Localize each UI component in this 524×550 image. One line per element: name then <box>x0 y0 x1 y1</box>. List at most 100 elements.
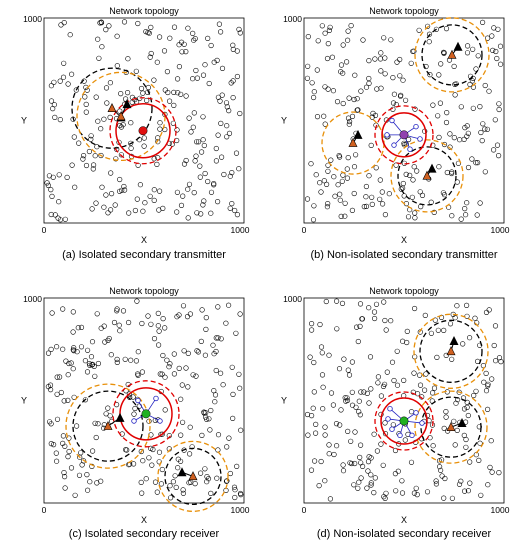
node-marker <box>84 487 91 493</box>
node-marker <box>47 382 54 388</box>
primary-receiver-marker <box>103 420 113 430</box>
node-marker <box>194 348 200 354</box>
plot-frame <box>43 297 245 504</box>
node-marker <box>205 35 211 42</box>
node-marker <box>349 207 356 213</box>
node-marker <box>211 388 217 394</box>
node-marker <box>467 459 473 465</box>
node-marker <box>363 203 370 209</box>
node-marker <box>208 407 214 414</box>
node-marker <box>72 184 78 190</box>
node-marker <box>319 350 325 356</box>
node-marker <box>58 22 64 28</box>
node-marker <box>236 166 242 172</box>
node-marker <box>60 306 66 312</box>
node-marker <box>208 42 214 49</box>
node-marker <box>178 432 184 438</box>
x-tick-label: 0 <box>42 505 47 515</box>
node-marker <box>193 373 199 379</box>
node-marker <box>135 371 141 377</box>
primary-range-circle <box>76 71 166 162</box>
node-marker <box>208 189 215 195</box>
primary-range-circle <box>413 313 489 389</box>
node-marker <box>48 421 54 427</box>
node-marker <box>309 80 315 86</box>
node-marker <box>202 170 208 177</box>
node-marker <box>68 71 75 77</box>
node-marker <box>404 339 410 346</box>
node-marker <box>101 116 107 122</box>
neighbor-node <box>153 395 159 402</box>
y-axis-label: Y <box>21 396 27 406</box>
plot-frame <box>303 297 505 504</box>
neighbor-node <box>384 132 390 138</box>
node-marker <box>480 121 486 127</box>
node-marker <box>496 106 502 113</box>
node-marker <box>233 330 239 336</box>
neighbor-node <box>157 418 163 424</box>
node-marker <box>338 69 344 75</box>
node-marker <box>340 468 347 474</box>
node-marker <box>203 326 209 333</box>
node-marker <box>494 142 501 148</box>
node-marker <box>393 162 399 168</box>
node-marker <box>167 361 173 367</box>
node-marker <box>126 319 132 326</box>
node-marker <box>463 212 469 218</box>
node-marker <box>215 199 221 205</box>
node-marker <box>48 211 54 218</box>
plot-frame <box>43 17 245 224</box>
node-marker <box>108 352 114 358</box>
node-marker <box>181 348 187 354</box>
node-marker <box>464 399 470 406</box>
node-marker <box>345 428 351 435</box>
node-marker <box>176 63 182 70</box>
node-marker <box>128 120 134 126</box>
node-marker <box>341 356 347 362</box>
node-marker <box>346 121 352 127</box>
node-marker <box>464 200 470 206</box>
node-marker <box>313 172 319 178</box>
node-marker <box>51 102 58 108</box>
neighbor-node <box>135 397 141 404</box>
node-marker <box>72 492 78 498</box>
node-marker <box>219 92 225 98</box>
node-marker <box>89 206 95 212</box>
node-marker <box>388 37 394 43</box>
node-marker <box>196 139 202 145</box>
node-marker <box>381 35 387 41</box>
node-marker <box>325 168 331 174</box>
node-marker <box>219 65 226 71</box>
node-marker <box>460 341 466 347</box>
node-marker <box>382 71 388 77</box>
node-marker <box>467 335 473 341</box>
node-marker <box>493 48 499 55</box>
node-marker <box>95 36 101 42</box>
node-marker <box>65 397 71 404</box>
node-marker <box>322 84 328 90</box>
node-marker <box>74 349 80 355</box>
x-axis-label: X <box>141 235 147 245</box>
node-marker <box>412 106 418 112</box>
node-marker <box>464 123 470 129</box>
node-marker <box>467 480 473 486</box>
secondary-user-marker <box>399 416 409 426</box>
node-marker <box>435 327 441 333</box>
node-marker <box>352 72 358 78</box>
node-marker <box>168 495 174 501</box>
node-marker <box>470 46 476 52</box>
node-marker <box>327 496 334 502</box>
node-marker <box>310 217 317 223</box>
node-marker <box>233 150 240 156</box>
node-marker <box>333 421 340 427</box>
node-marker <box>380 383 387 390</box>
node-marker <box>334 443 340 449</box>
node-marker <box>224 478 230 484</box>
node-marker <box>317 180 323 186</box>
node-marker <box>412 215 418 221</box>
node-marker <box>449 495 456 501</box>
node-marker <box>135 20 141 27</box>
secondary-range-circle <box>115 103 171 159</box>
node-marker <box>99 184 105 190</box>
node-marker <box>128 357 134 363</box>
